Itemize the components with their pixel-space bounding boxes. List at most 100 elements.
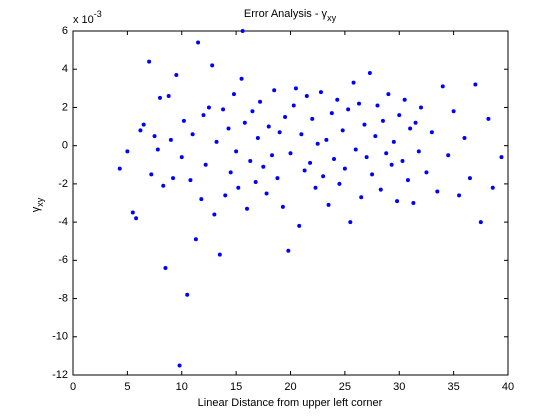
point <box>291 103 296 108</box>
point <box>367 71 372 76</box>
point <box>286 248 291 253</box>
point <box>313 185 318 190</box>
point <box>391 139 396 144</box>
point <box>179 155 184 160</box>
y-tick-label: 6 <box>62 25 68 37</box>
point <box>499 155 504 160</box>
point <box>364 155 369 160</box>
point <box>297 223 302 228</box>
point <box>386 92 391 97</box>
point <box>221 107 226 112</box>
point <box>299 132 304 137</box>
point <box>310 116 315 121</box>
x-tick-label: 20 <box>284 381 296 393</box>
y-tick-label: -10 <box>52 331 68 343</box>
point <box>125 149 130 154</box>
point <box>171 176 176 181</box>
point <box>193 237 198 242</box>
y-tick-label: 4 <box>62 63 68 75</box>
point <box>261 164 266 169</box>
point <box>446 153 451 158</box>
point <box>240 29 245 33</box>
point <box>389 162 394 167</box>
point <box>478 220 483 225</box>
x-tick-label: 40 <box>502 381 514 393</box>
point <box>258 99 263 104</box>
point <box>416 149 421 154</box>
plot-area <box>72 30 509 376</box>
point <box>429 130 434 135</box>
y-tick-label: 0 <box>62 140 68 152</box>
point <box>223 193 228 198</box>
point <box>199 197 204 202</box>
point <box>435 189 440 194</box>
y-tick-label: 2 <box>62 101 68 113</box>
point <box>359 195 364 200</box>
point <box>117 166 122 171</box>
point <box>373 134 378 139</box>
x-tick-label: 15 <box>230 381 242 393</box>
x-tick-label: 30 <box>393 381 405 393</box>
ylabel-subscript: xy <box>35 197 45 207</box>
point <box>280 204 285 209</box>
point <box>413 120 418 125</box>
point <box>348 220 353 225</box>
x-tick-label: 5 <box>124 381 130 393</box>
point <box>206 105 211 110</box>
point <box>228 170 233 175</box>
point <box>181 118 186 123</box>
point <box>226 126 231 131</box>
point <box>155 147 160 152</box>
point <box>134 216 139 221</box>
point <box>168 137 173 142</box>
multiplier-base: x 10 <box>73 14 94 26</box>
point <box>188 178 193 183</box>
point <box>177 363 182 368</box>
point <box>190 132 195 137</box>
y-axis-label: γxy <box>30 197 45 212</box>
y-tick-label: -6 <box>58 254 68 266</box>
point <box>149 172 154 177</box>
point <box>402 97 407 102</box>
point <box>315 141 320 146</box>
x-tick-label: 35 <box>448 381 460 393</box>
y-tick-label: -4 <box>58 216 68 228</box>
point <box>161 183 166 188</box>
point <box>138 128 143 133</box>
point <box>288 151 293 156</box>
point <box>486 116 491 121</box>
point <box>326 202 331 207</box>
point <box>321 174 326 179</box>
point <box>378 187 383 192</box>
point <box>395 199 400 204</box>
point <box>152 134 157 139</box>
point <box>174 72 179 77</box>
point <box>270 153 275 158</box>
point <box>380 118 385 123</box>
point <box>335 97 340 102</box>
point <box>277 130 282 135</box>
ylabel-main: γ <box>30 206 42 212</box>
point <box>210 63 215 68</box>
y-tick-label: -12 <box>52 369 68 381</box>
point <box>234 149 239 154</box>
point <box>405 178 410 183</box>
point <box>272 88 277 93</box>
point <box>462 136 467 141</box>
point <box>357 101 362 106</box>
point <box>440 84 445 89</box>
point <box>318 90 323 95</box>
point <box>245 206 249 211</box>
point <box>203 162 208 167</box>
x-tick-label: 0 <box>70 381 76 393</box>
y-tick-label: -2 <box>58 178 68 190</box>
multiplier-exponent: -3 <box>94 9 102 19</box>
point <box>451 109 456 114</box>
point <box>490 185 495 190</box>
point <box>304 93 309 98</box>
point <box>329 111 334 116</box>
point <box>384 151 389 156</box>
point <box>130 210 135 215</box>
point <box>236 185 241 190</box>
